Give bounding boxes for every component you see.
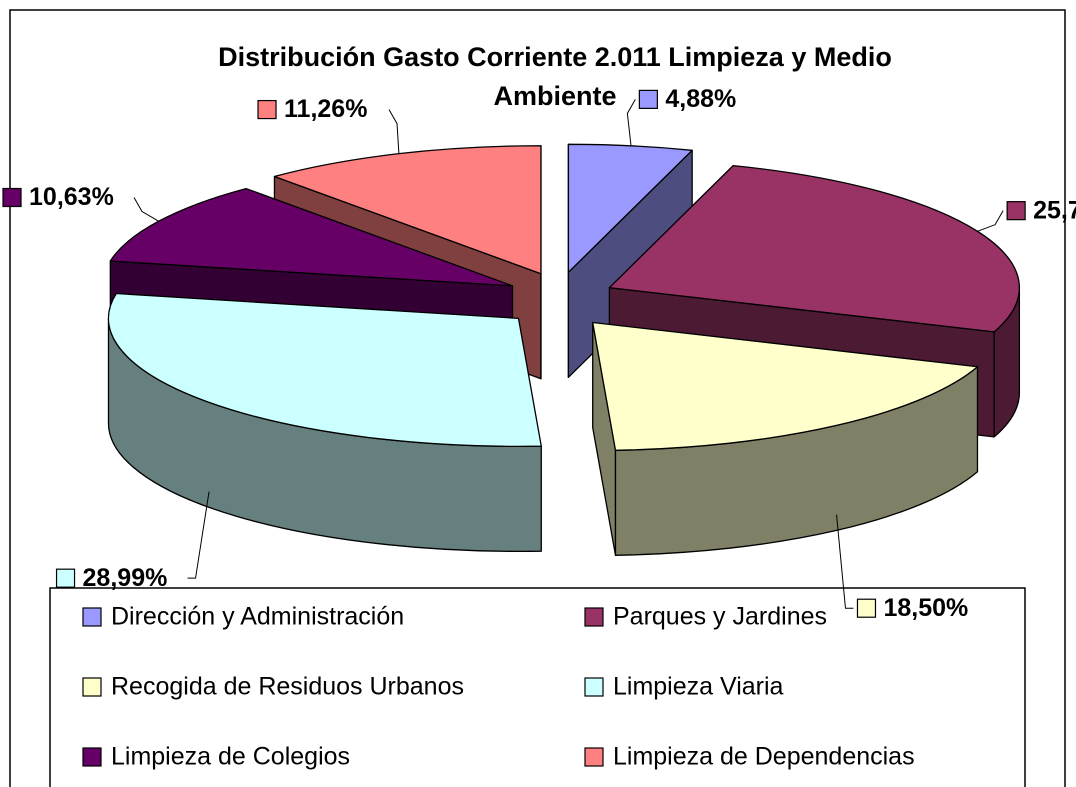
value-label: 11,26%	[284, 95, 367, 123]
leader-line	[187, 491, 210, 579]
value-label: 28,99%	[83, 564, 168, 592]
value-label: 10,63%	[29, 183, 114, 211]
legend-swatch	[82, 677, 102, 697]
label-swatch	[638, 89, 658, 109]
legend-label: Limpieza Viaria	[613, 673, 784, 701]
leader-line	[388, 109, 400, 154]
value-label: 18,50%	[883, 594, 968, 622]
legend-label: Limpieza de Colegios	[111, 743, 350, 771]
legend-box	[49, 587, 1026, 787]
label-swatch	[257, 99, 277, 120]
slice	[608, 164, 1021, 333]
slice	[592, 321, 979, 451]
leader-line	[836, 514, 854, 609]
value-label: 25,73%	[1033, 196, 1076, 224]
legend-swatch	[584, 607, 604, 627]
legend-label: Parques y Jardines	[613, 603, 827, 631]
legend-swatch	[584, 677, 604, 697]
label-swatch	[856, 598, 877, 618]
legend-label: Limpieza de Dependencias	[613, 743, 915, 771]
legend-label: Recogida de Residuos Urbanos	[111, 673, 464, 701]
leader-line	[977, 210, 1004, 232]
slice	[109, 187, 514, 287]
legend-swatch	[82, 607, 102, 627]
leader-line	[626, 99, 636, 146]
label-swatch	[1006, 201, 1026, 221]
slice	[107, 292, 542, 448]
legend-label: Dirección y Administración	[111, 603, 404, 631]
legend-swatch	[82, 747, 102, 767]
value-label: 4,88%	[665, 85, 736, 113]
label-swatch	[2, 187, 22, 208]
label-swatch	[55, 568, 76, 588]
leader-line	[133, 197, 159, 222]
chart-title: Distribución Gasto Corriente 2.011 Limpi…	[218, 42, 892, 111]
legend-swatch	[584, 747, 604, 767]
